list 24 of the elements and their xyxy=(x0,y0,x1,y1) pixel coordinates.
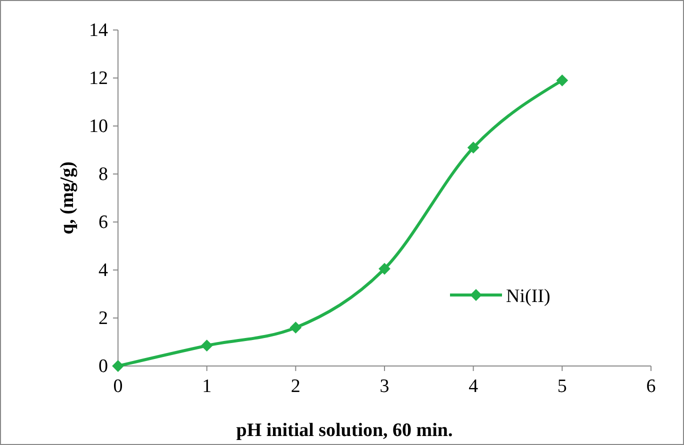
y-axis-title: q, (mg/g) xyxy=(57,162,78,234)
y-tick-label: 8 xyxy=(98,164,108,185)
x-tick-label: 5 xyxy=(557,376,567,397)
x-axis-title: pH initial solution, 60 min. xyxy=(236,420,453,441)
x-tick-label: 2 xyxy=(290,376,300,397)
point xyxy=(112,360,124,372)
point xyxy=(200,340,213,352)
point xyxy=(290,322,302,334)
y-tick-label: 4 xyxy=(98,260,108,281)
point xyxy=(467,142,480,154)
point xyxy=(378,262,390,275)
point xyxy=(556,74,568,86)
y-tick-label: 14 xyxy=(89,20,108,41)
y-tick-label: 2 xyxy=(98,308,108,329)
x-tick-label: 6 xyxy=(646,376,656,397)
legend-label: Ni(II) xyxy=(506,286,550,307)
y-tick-label: 12 xyxy=(89,68,108,89)
x-tick-label: 0 xyxy=(113,376,123,397)
y-tick-label: 0 xyxy=(98,356,108,377)
y-tick-label: 6 xyxy=(98,212,108,233)
x-tick-label: 1 xyxy=(202,376,212,397)
x-tick-label: 3 xyxy=(380,376,390,397)
y-tick-label: 10 xyxy=(89,116,108,137)
x-tick-label: 4 xyxy=(468,376,479,397)
